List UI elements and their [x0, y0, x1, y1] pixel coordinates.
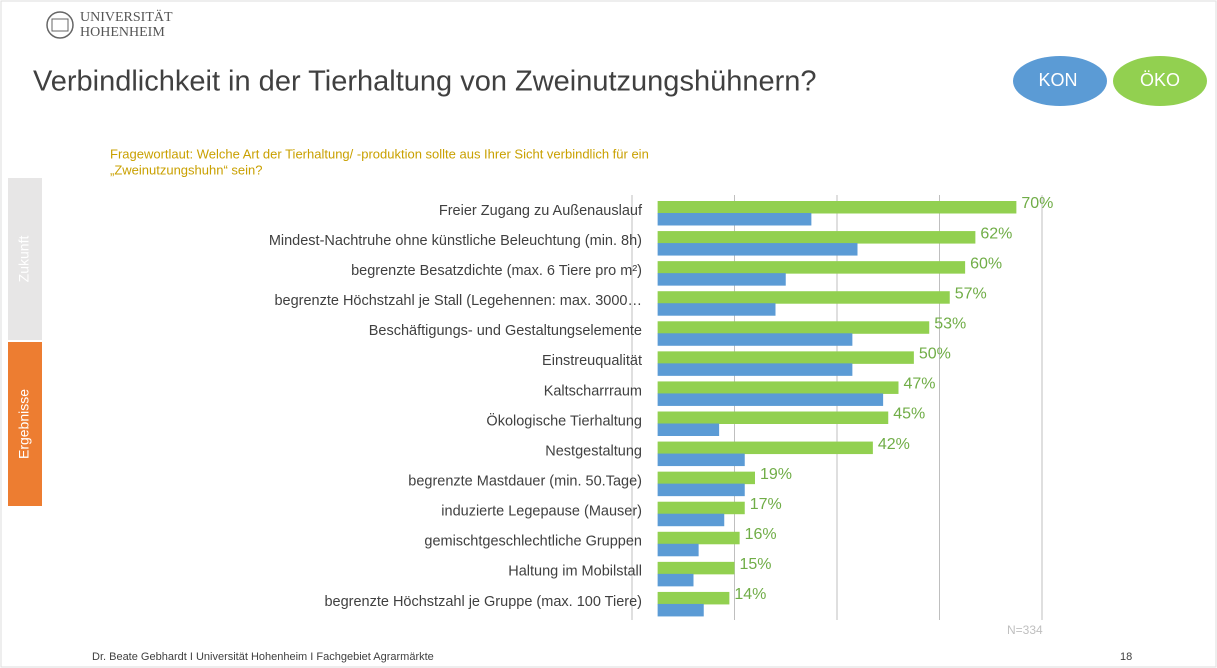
legend-badge	[1013, 56, 1107, 106]
footer: Dr. Beate Gebhardt I Universität Hohenhe…	[92, 651, 434, 663]
data-label: 50%	[919, 346, 951, 363]
tab-label[interactable]: Zukunft	[16, 236, 32, 283]
bar	[657, 531, 740, 545]
data-label: 57%	[955, 285, 987, 302]
data-label: 47%	[904, 376, 936, 393]
data-label: 45%	[893, 406, 925, 423]
bar	[657, 201, 1017, 214]
tab[interactable]	[8, 178, 42, 340]
bar	[657, 453, 745, 467]
data-label: 60%	[970, 255, 1002, 272]
category-label: begrenzte Besatzdichte (max. 6 Tiere pro…	[351, 263, 642, 279]
logo-text: UNIVERSITÄT	[80, 8, 173, 25]
legend-label: KON	[1038, 70, 1077, 90]
data-label: 70%	[1021, 195, 1053, 212]
data-label: 42%	[878, 436, 910, 453]
bar	[657, 381, 899, 394]
bar	[657, 393, 884, 406]
data-label: 16%	[745, 526, 777, 543]
chart: Freier Zugang zu Außenauslauf 70% Mindest-…	[269, 195, 1053, 620]
category-label: gemischtgeschlechtliche Gruppen	[424, 534, 642, 550]
category-label: Ökologische Tierhaltung	[486, 411, 642, 429]
data-label: 62%	[980, 225, 1012, 242]
slide-title: Verbindlichkeit in der Tierhaltung von Z…	[33, 66, 817, 98]
legend-badge	[1113, 56, 1207, 106]
bar	[657, 471, 755, 485]
bar	[657, 333, 853, 346]
tab-label[interactable]: Ergebnisse	[16, 389, 32, 459]
logo-seal	[46, 11, 74, 39]
bar	[657, 243, 858, 256]
category-label: begrenzte Höchstzahl je Gruppe (max. 100…	[324, 594, 642, 610]
bar	[657, 213, 812, 226]
category-label: Haltung im Mobilstall	[508, 564, 642, 580]
bar	[657, 321, 930, 334]
page-number: 18	[1120, 651, 1132, 663]
category-label: Mindest-Nachtruhe ohne künstliche Beleuc…	[269, 233, 642, 249]
data-label: 19%	[760, 466, 792, 483]
bar	[657, 411, 889, 424]
bar	[657, 561, 735, 575]
bar	[657, 261, 966, 274]
bar	[657, 501, 745, 515]
bar	[657, 351, 914, 364]
bar	[657, 291, 950, 304]
logo-text: HOHENHEIM	[80, 25, 165, 40]
category-label: begrenzte Mastdauer (min. 50.Tage)	[408, 473, 642, 489]
sample-size: N=334	[1007, 623, 1043, 637]
data-label: 14%	[734, 586, 766, 603]
bar	[657, 231, 976, 244]
category-label: Nestgestaltung	[545, 443, 642, 459]
question: „Zweinutzungshuhn“ sein?	[110, 162, 262, 177]
legend-label: ÖKO	[1140, 70, 1180, 90]
bar	[657, 423, 720, 436]
category-label: Beschäftigungs- und Gestaltungselemente	[369, 323, 642, 339]
category-label: begrenzte Höchstzahl je Stall (Legehenne…	[274, 293, 642, 309]
bar	[657, 363, 853, 376]
category-label: induzierte Legepause (Mauser)	[441, 504, 642, 520]
category-label: Freier Zugang zu Außenauslauf	[439, 203, 643, 219]
data-label: 15%	[740, 556, 772, 573]
bar	[657, 543, 699, 557]
question: Fragewortlaut: Welche Art der Tierhaltun…	[110, 146, 649, 161]
bar	[657, 441, 873, 455]
bar	[657, 303, 776, 316]
category-label: Einstreuqualität	[542, 353, 642, 369]
data-label: 53%	[934, 316, 966, 333]
bar	[657, 513, 725, 527]
category-label: Kaltscharrraum	[544, 383, 642, 399]
logo-building	[51, 18, 69, 32]
tab[interactable]	[8, 342, 42, 506]
bar	[657, 603, 704, 617]
bar	[657, 273, 786, 286]
bar	[657, 573, 694, 587]
data-label: 17%	[750, 496, 782, 513]
bar	[657, 483, 745, 497]
bar	[657, 591, 730, 605]
